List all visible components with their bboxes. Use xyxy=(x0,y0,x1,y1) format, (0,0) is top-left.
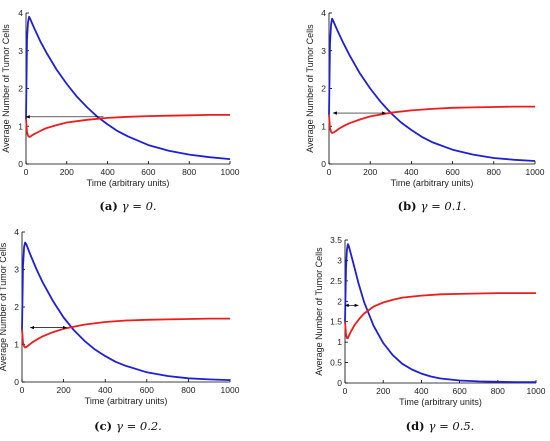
panel-caption-text: γ = 0.1. xyxy=(421,199,467,213)
y-tick-label: 0 xyxy=(18,159,23,169)
x-tick-label: 0 xyxy=(343,386,348,396)
x-axis-label: Time (arbitrary units) xyxy=(87,178,170,188)
y-tick-label: 3 xyxy=(14,265,19,275)
x-tick-label: 200 xyxy=(60,167,74,177)
x-tick-label: 200 xyxy=(376,386,390,396)
y-tick-label: 1 xyxy=(18,121,23,131)
y-tick-label: 1.5 xyxy=(330,317,342,327)
x-tick-label: 400 xyxy=(404,167,418,177)
x-tick-label: 1000 xyxy=(221,385,240,395)
series-line-red xyxy=(328,105,535,134)
x-axis-label: Time (arbitrary units) xyxy=(399,397,482,407)
y-axis-label: Average Number of Tumor Cells xyxy=(0,242,8,371)
x-tick-label: 600 xyxy=(141,167,155,177)
y-tick-label: 3 xyxy=(18,46,23,56)
x-tick-label: 800 xyxy=(181,385,195,395)
y-tick-label: 3.5 xyxy=(330,235,342,245)
panel-caption-text: γ = 0.2. xyxy=(116,419,162,433)
y-tick-label: 2 xyxy=(337,296,342,306)
x-tick-label: 600 xyxy=(140,385,154,395)
panel-label: (d) xyxy=(406,419,425,433)
panel-caption: (a) γ = 0. xyxy=(99,199,156,213)
y-tick-label: 0.5 xyxy=(330,358,342,368)
x-tick-label: 1000 xyxy=(526,167,545,177)
y-tick-label: 1 xyxy=(14,340,19,350)
x-tick-label: 200 xyxy=(57,385,71,395)
panel-caption: (b) γ = 0.1. xyxy=(398,199,467,213)
x-axis-label: Time (arbitrary units) xyxy=(391,178,474,188)
y-tick-label: 2.5 xyxy=(330,276,342,286)
panel-caption-text: γ = 0.5. xyxy=(429,419,475,433)
x-tick-label: 400 xyxy=(98,385,112,395)
x-tick-label: 800 xyxy=(487,167,501,177)
y-tick-label: 0 xyxy=(14,377,19,387)
series-line-blue xyxy=(25,15,231,160)
series-line-blue xyxy=(21,241,231,381)
x-tick-label: 800 xyxy=(182,167,196,177)
x-tick-label: 800 xyxy=(491,386,505,396)
y-axis-label: Average Number of Tumor Cells xyxy=(305,24,315,153)
series-line-blue xyxy=(328,17,536,162)
panel-caption-text: γ = 0. xyxy=(122,199,157,213)
series-line-red xyxy=(25,114,230,138)
x-tick-label: 600 xyxy=(446,167,460,177)
x-tick-label: 200 xyxy=(363,167,377,177)
chart-panel-1: 0 200 400 600 800 1000 0 1 2 3 4 Time (arbitrary un… xyxy=(1,8,240,213)
panel-label: (c) xyxy=(94,419,112,433)
x-tick-label: 600 xyxy=(453,386,467,396)
x-tick-label: 400 xyxy=(414,386,428,396)
y-axis-label: Average Number of Tumor Cells xyxy=(1,24,11,153)
x-tick-label: 1000 xyxy=(527,386,546,396)
x-tick-label: 1000 xyxy=(221,167,240,177)
chart-panel-2: 0 200 400 600 800 1000 0 1 2 3 4 Time (arbitrary un… xyxy=(305,8,545,213)
panel-label: (a) xyxy=(99,199,117,213)
y-tick-label: 4 xyxy=(18,8,23,18)
x-tick-label: 0 xyxy=(24,167,29,177)
panel-caption: (c) γ = 0.2. xyxy=(94,419,162,433)
x-tick-label: 0 xyxy=(327,167,332,177)
y-tick-label: 3 xyxy=(337,255,342,265)
chart-panel-4: 0 200 400 600 800 1000 0 0.5 1 1.5 2 2.5 3 3.5 Time (a… xyxy=(314,235,546,433)
y-tick-label: 4 xyxy=(14,227,19,237)
x-tick-label: 0 xyxy=(20,385,25,395)
panel-label: (b) xyxy=(398,199,417,213)
y-tick-label: 4 xyxy=(321,8,326,18)
y-tick-label: 1 xyxy=(337,337,342,347)
x-axis-label: Time (arbitrary units) xyxy=(85,396,168,406)
y-tick-label: 0 xyxy=(337,378,342,388)
series-line-red xyxy=(344,292,536,340)
series-line-red xyxy=(21,317,230,349)
y-tick-label: 0 xyxy=(321,159,326,169)
chart-panel-3: 0 200 400 600 800 1000 0 1 2 3 4 Time (arbitrary un… xyxy=(0,227,240,433)
y-axis-label: Average Number of Tumor Cells xyxy=(314,247,324,376)
y-tick-label: 2 xyxy=(321,84,326,94)
y-tick-label: 2 xyxy=(14,302,19,312)
y-tick-label: 3 xyxy=(321,46,326,56)
series-line-blue xyxy=(344,243,536,384)
y-tick-label: 2 xyxy=(18,84,23,94)
y-tick-label: 1 xyxy=(321,121,326,131)
x-tick-label: 400 xyxy=(101,167,115,177)
panel-caption: (d) γ = 0.5. xyxy=(406,419,475,433)
